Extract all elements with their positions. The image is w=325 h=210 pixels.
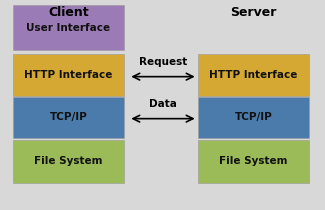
Text: TCP/IP: TCP/IP bbox=[235, 112, 272, 122]
Text: TCP/IP: TCP/IP bbox=[49, 112, 87, 122]
FancyBboxPatch shape bbox=[198, 54, 309, 96]
FancyBboxPatch shape bbox=[13, 140, 124, 183]
Text: HTTP Interface: HTTP Interface bbox=[24, 70, 112, 80]
FancyBboxPatch shape bbox=[198, 97, 309, 138]
Text: HTTP Interface: HTTP Interface bbox=[209, 70, 298, 80]
Text: Data: Data bbox=[149, 99, 177, 109]
Text: File System: File System bbox=[219, 156, 288, 166]
Text: Server: Server bbox=[230, 6, 277, 19]
Text: File System: File System bbox=[34, 156, 102, 166]
Text: Client: Client bbox=[48, 6, 88, 19]
Text: Request: Request bbox=[139, 57, 187, 67]
FancyBboxPatch shape bbox=[13, 97, 124, 138]
FancyBboxPatch shape bbox=[13, 54, 124, 96]
Text: User Interface: User Interface bbox=[26, 23, 110, 33]
FancyBboxPatch shape bbox=[13, 5, 124, 50]
FancyBboxPatch shape bbox=[198, 140, 309, 183]
